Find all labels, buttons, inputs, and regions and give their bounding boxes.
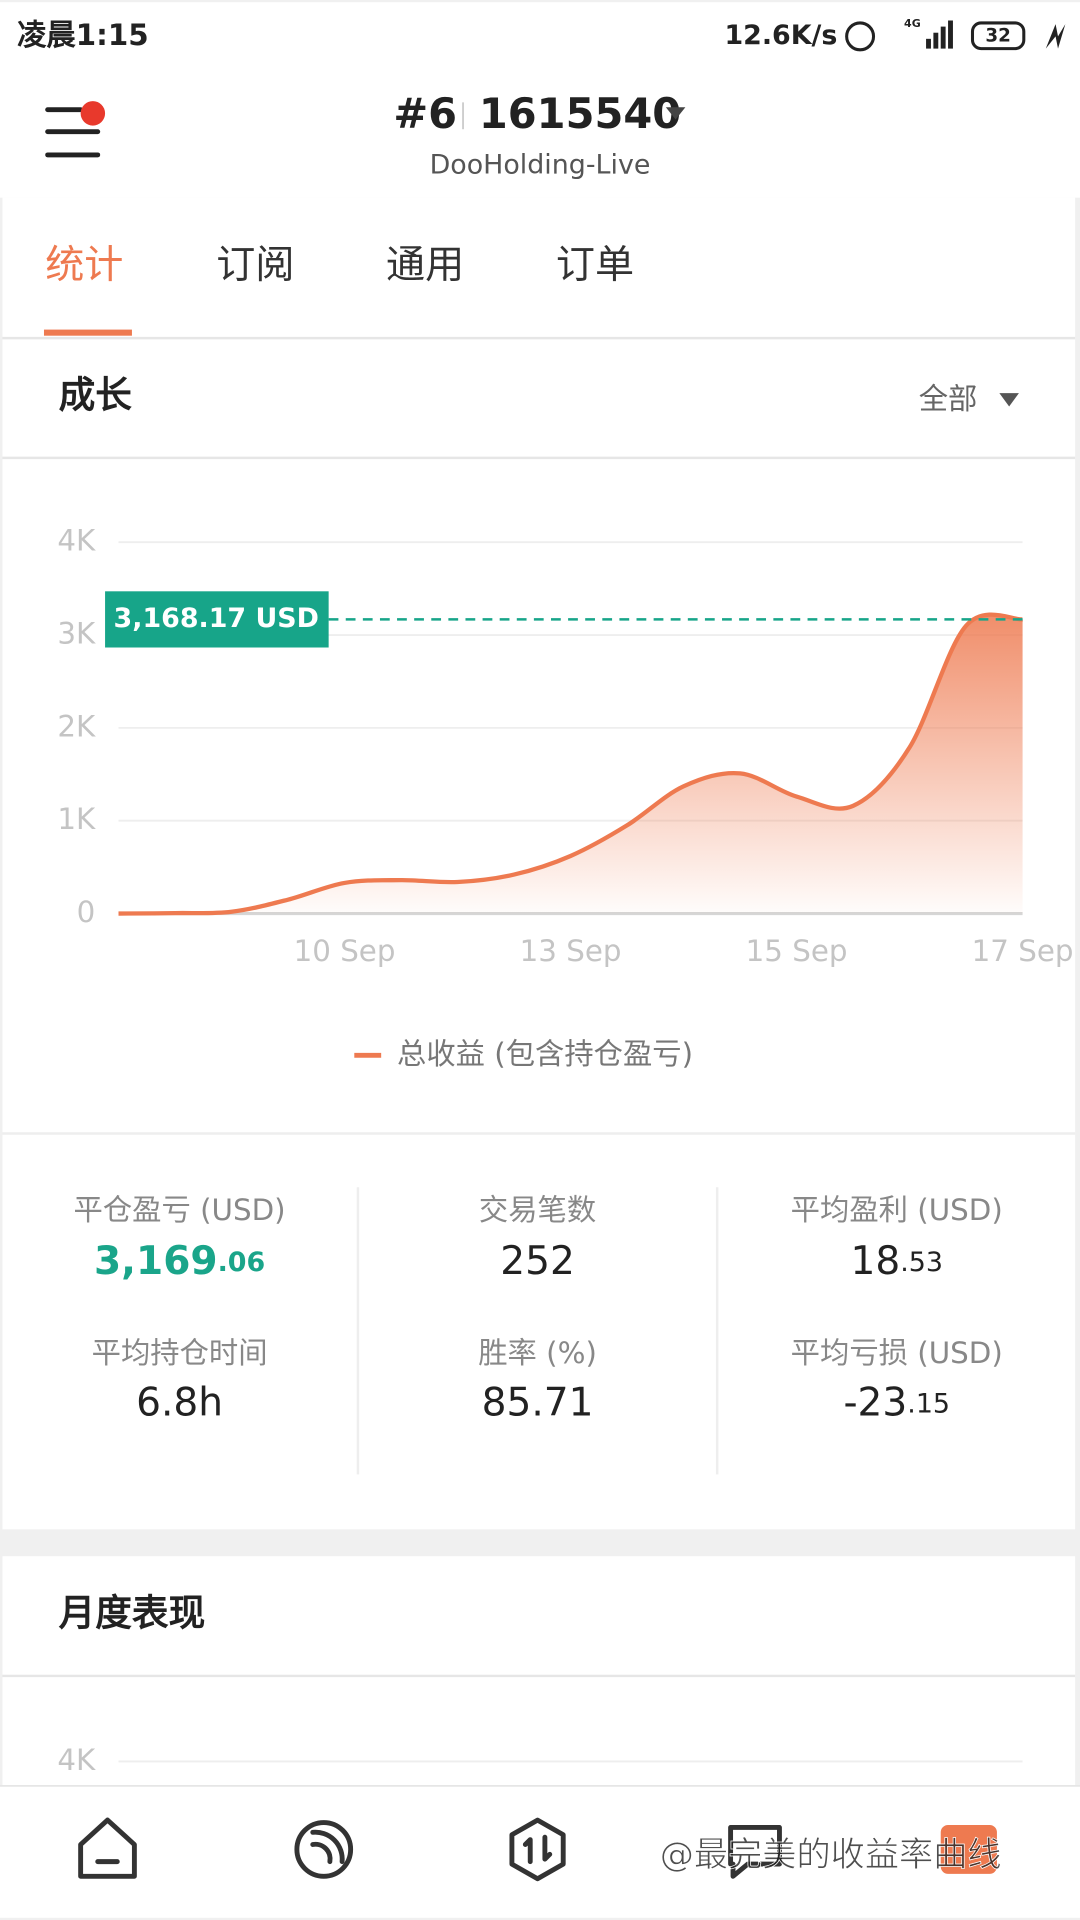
y-tick-label: 0	[77, 895, 96, 929]
growth-chart: 0 1K 2K 3K 4K 10 Sep 13 Sep 15 Sep 17 Sep 3,168.1…	[57, 524, 1073, 1071]
nav-messages[interactable]	[728, 1824, 782, 1879]
stat-value-decimal: .53	[900, 1246, 943, 1277]
stat-value-main: 18	[851, 1238, 901, 1283]
account-login[interactable]: 1615540	[479, 89, 681, 138]
range-filter[interactable]: 全部	[919, 382, 978, 416]
tab[interactable]: 统计	[45, 243, 123, 288]
nav-trade[interactable]	[509, 1817, 566, 1882]
tab-indicator	[43, 329, 132, 336]
stat-value-main: 6.8h	[136, 1380, 223, 1425]
alarm-icon	[845, 21, 876, 52]
card	[2, 1556, 1076, 1801]
x-tick-label: 15 Sep	[746, 934, 848, 968]
tab[interactable]: 订单	[556, 243, 634, 288]
dropdown-arrow[interactable]	[665, 107, 686, 120]
last-value-label: 3,168.17 USD	[114, 603, 319, 634]
y-tick-label: 1K	[57, 802, 96, 836]
nav-account[interactable]	[940, 1824, 997, 1874]
stat-value: 85.71	[482, 1380, 594, 1425]
watermark: @最完美的收益率曲线	[660, 1835, 1002, 1875]
legend-label: 总收益 (包含持仓盈亏)	[397, 1037, 693, 1071]
stat-value: 252	[500, 1238, 575, 1283]
stat-value: 6.8h	[136, 1380, 223, 1425]
account-number[interactable]: #6	[393, 89, 457, 138]
stat-value: 3,169.06	[94, 1238, 265, 1283]
y-tick-label: 3K	[57, 617, 96, 651]
section-title: 月度表现	[59, 1591, 206, 1634]
signal-icon	[926, 20, 953, 49]
x-tick-label: 10 Sep	[294, 934, 396, 968]
dropdown-arrow[interactable]	[999, 393, 1019, 407]
status-speed: 12.6K/s	[724, 20, 837, 51]
bottom-nav	[0, 1785, 1080, 1918]
stats-grid: 平仓盈亏 (USD) 3,169.06 交易笔数 252 平均盈利 (USD) 18.53…	[74, 1193, 1003, 1425]
stat-value-decimal: .15	[907, 1388, 950, 1419]
tab[interactable]: 通用	[386, 243, 464, 288]
x-tick-label: 17 Sep	[972, 934, 1074, 968]
stat-label: 平均亏损 (USD)	[791, 1336, 1003, 1370]
stat-label: 交易笔数	[479, 1193, 596, 1227]
stat-label: 平仓盈亏 (USD)	[74, 1193, 286, 1227]
tab[interactable]: 订阅	[216, 243, 294, 288]
stat-label: 胜率 (%)	[478, 1336, 597, 1370]
section-title: 成长	[59, 373, 133, 416]
nav-signals[interactable]	[294, 1820, 354, 1879]
top-bar-bg	[0, 2, 1080, 198]
charging-icon	[1045, 24, 1066, 49]
area	[118, 614, 1023, 914]
stat-label: 平均盈利 (USD)	[791, 1193, 1003, 1227]
stat-value: 18.53	[851, 1238, 943, 1283]
y-tick-label: 4K	[57, 524, 96, 558]
line	[118, 612, 1023, 916]
nav-home[interactable]	[78, 1817, 137, 1879]
tabs: 统计 订阅 通用 订单	[43, 243, 634, 336]
notification-dot	[80, 101, 106, 126]
menu-icon[interactable]	[45, 107, 101, 158]
battery-icon	[970, 21, 1026, 51]
network-type: 4G	[904, 17, 921, 30]
stat-value-main: 85.71	[482, 1380, 594, 1425]
last-value-box	[105, 591, 329, 648]
stat-value: -23.15	[843, 1380, 950, 1425]
stat-value-decimal: .06	[218, 1246, 266, 1277]
status-time: 凌晨1:15	[17, 18, 149, 52]
battery-level: 32	[985, 25, 1010, 46]
y-tick-label: 4K	[57, 1743, 96, 1777]
stat-label: 平均持仓时间	[92, 1336, 268, 1370]
stat-value-main: 3,169	[94, 1238, 218, 1283]
server-name: DooHolding-Live	[430, 149, 651, 180]
y-tick-label: 2K	[57, 709, 96, 743]
stat-value-main: -23	[843, 1380, 907, 1425]
stat-value-main: 252	[500, 1238, 575, 1283]
x-tick-label: 13 Sep	[520, 934, 622, 968]
